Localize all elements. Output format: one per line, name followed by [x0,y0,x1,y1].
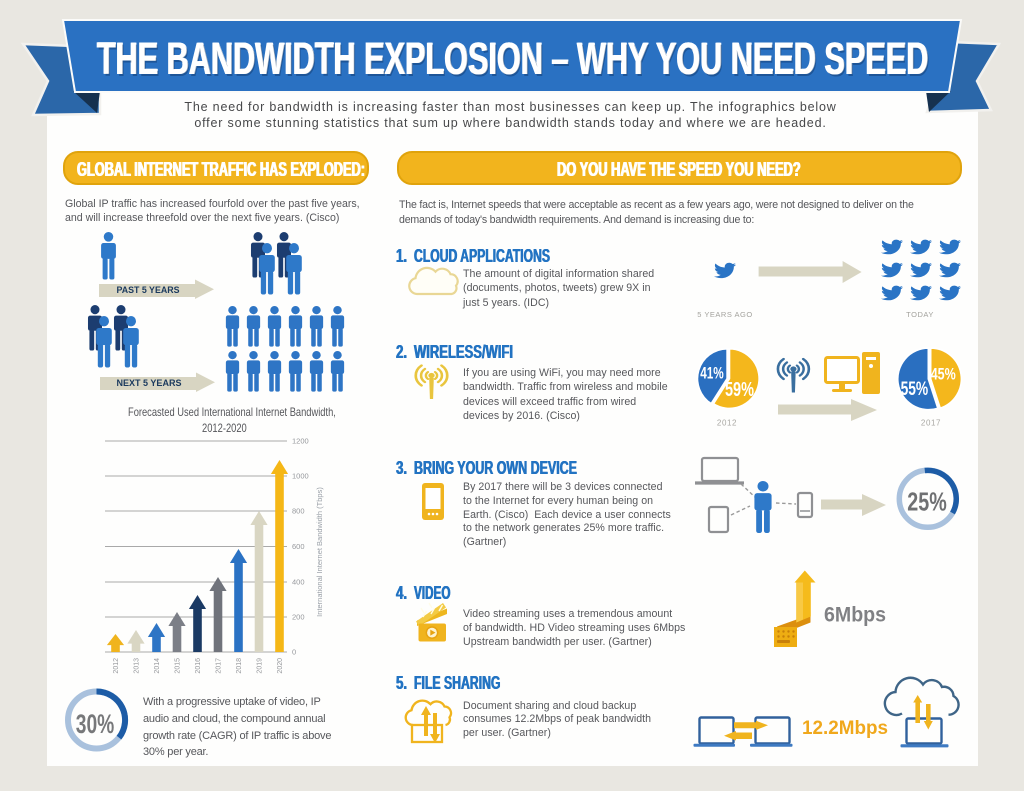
svg-text:30%: 30% [76,709,115,739]
svg-text:41%: 41% [700,363,724,382]
svg-text:0: 0 [292,648,296,657]
svg-text:5 YEARS AGO: 5 YEARS AGO [697,310,752,319]
svg-text:2016: 2016 [195,658,202,674]
svg-text:2012: 2012 [113,658,120,674]
svg-text:NEXT 5 YEARS: NEXT 5 YEARS [117,378,182,389]
svg-text:6Mbps: 6Mbps [824,604,886,627]
svg-text:2015: 2015 [175,658,182,674]
svg-text:International Internet Bandwid: International Internet Bandwidth (Tbps) [315,487,324,617]
svg-text:400: 400 [292,578,305,587]
svg-text:1200: 1200 [292,437,309,446]
svg-text:55%: 55% [901,379,929,400]
svg-text:2018: 2018 [236,658,243,674]
svg-text:59%: 59% [725,379,754,401]
svg-text:200: 200 [292,613,305,622]
svg-text:2020: 2020 [277,658,284,674]
svg-text:25%: 25% [907,487,947,517]
svg-text:600: 600 [292,542,305,551]
svg-text:12.2Mbps: 12.2Mbps [802,718,888,739]
svg-text:2014: 2014 [154,658,161,674]
svg-text:PAST 5 YEARS: PAST 5 YEARS [117,285,180,296]
svg-text:800: 800 [292,507,305,516]
svg-text:2017: 2017 [216,658,223,674]
svg-text:2019: 2019 [257,658,264,674]
svg-text:2013: 2013 [134,658,141,674]
svg-text:TODAY: TODAY [906,310,934,319]
svg-text:1000: 1000 [292,472,309,481]
svg-text:2012: 2012 [717,419,737,428]
svg-text:2017: 2017 [921,419,941,428]
svg-text:45%: 45% [931,365,956,383]
